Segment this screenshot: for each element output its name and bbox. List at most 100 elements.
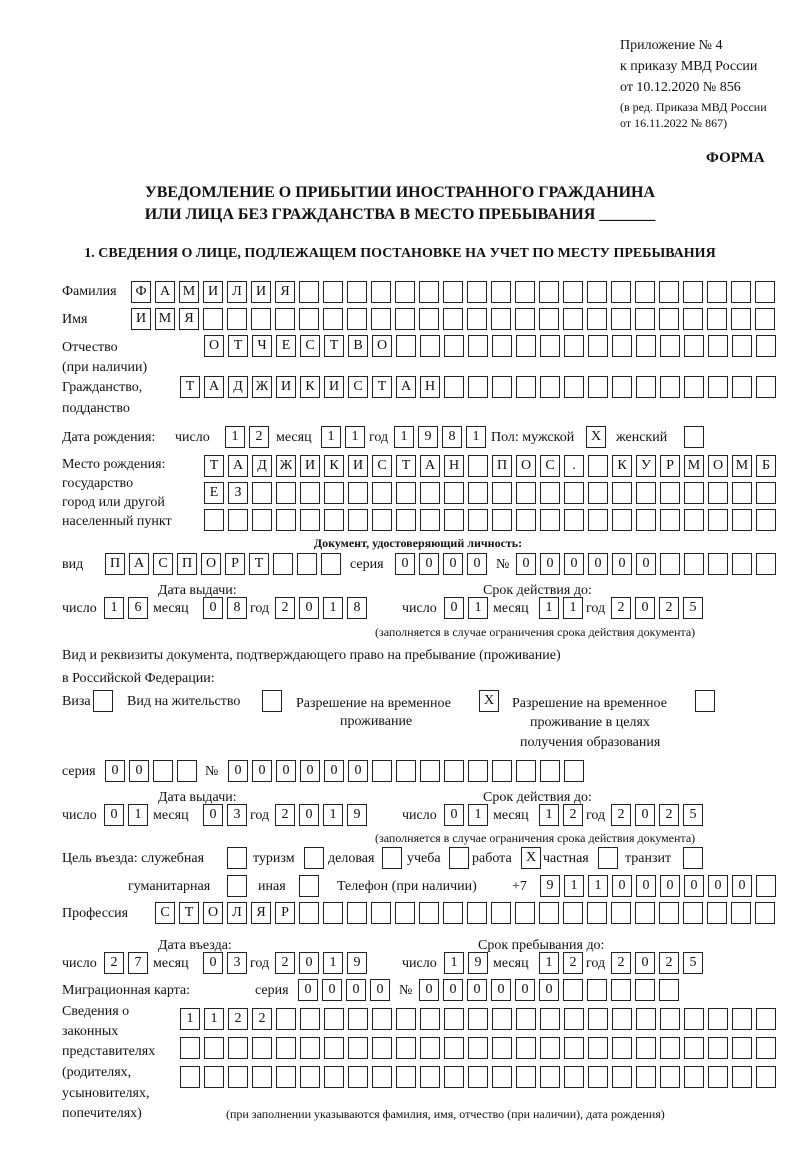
letter-cell[interactable]: Т [204, 455, 224, 477]
letter-cell[interactable] [276, 482, 296, 504]
letter-cell[interactable] [612, 482, 632, 504]
letter-cell[interactable] [756, 509, 776, 531]
letter-cell[interactable]: О [203, 902, 223, 924]
letter-cell[interactable] [588, 376, 608, 398]
letter-cell[interactable] [635, 281, 655, 303]
letter-cell[interactable] [419, 281, 439, 303]
letter-cell[interactable] [372, 482, 392, 504]
letter-cell[interactable]: Т [324, 335, 344, 357]
letter-cell[interactable]: Я [251, 902, 271, 924]
letter-cell[interactable] [323, 281, 343, 303]
letter-cell[interactable]: 0 [298, 979, 318, 1001]
letter-cell[interactable]: 0 [540, 553, 560, 575]
letter-cell[interactable] [540, 376, 560, 398]
letter-cell[interactable] [491, 902, 511, 924]
letter-cell[interactable]: И [203, 281, 223, 303]
letter-cell[interactable] [252, 509, 272, 531]
letter-cell[interactable] [708, 553, 728, 575]
letter-cell[interactable]: Е [204, 482, 224, 504]
letter-cell[interactable] [516, 482, 536, 504]
letter-cell[interactable]: 6 [128, 597, 148, 619]
letter-cell[interactable] [204, 1066, 224, 1088]
letter-cell[interactable]: О [201, 553, 221, 575]
letter-cell[interactable] [683, 308, 703, 330]
letter-cell[interactable] [636, 376, 656, 398]
letter-cell[interactable] [539, 281, 559, 303]
letter-cell[interactable] [564, 509, 584, 531]
letter-cell[interactable] [708, 482, 728, 504]
letter-cell[interactable]: А [228, 455, 248, 477]
letter-cell[interactable] [492, 335, 512, 357]
letter-cell[interactable] [347, 902, 367, 924]
letter-cell[interactable]: 1 [104, 597, 124, 619]
letter-cell[interactable]: Т [249, 553, 269, 575]
letter-cell[interactable] [276, 1066, 296, 1088]
checkbox[interactable] [449, 847, 469, 869]
letter-cell[interactable] [444, 482, 464, 504]
letter-cell[interactable] [708, 1066, 728, 1088]
letter-cell[interactable] [276, 1037, 296, 1059]
letter-cell[interactable]: 0 [104, 804, 124, 826]
letter-cell[interactable] [420, 760, 440, 782]
letter-cell[interactable] [516, 335, 536, 357]
letter-cell[interactable]: С [155, 902, 175, 924]
letter-cell[interactable] [684, 1008, 704, 1030]
letter-cell[interactable] [372, 1008, 392, 1030]
letter-cell[interactable]: Р [275, 902, 295, 924]
letter-cell[interactable]: 8 [227, 597, 247, 619]
letter-cell[interactable] [563, 281, 583, 303]
letter-cell[interactable]: И [324, 376, 344, 398]
letter-cell[interactable] [611, 979, 631, 1001]
letter-cell[interactable] [396, 760, 416, 782]
letter-cell[interactable] [347, 281, 367, 303]
letter-cell[interactable] [612, 1008, 632, 1030]
letter-cell[interactable]: 9 [468, 952, 488, 974]
letter-cell[interactable] [467, 281, 487, 303]
letter-cell[interactable] [684, 376, 704, 398]
letter-cell[interactable]: 2 [659, 952, 679, 974]
letter-cell[interactable] [348, 1037, 368, 1059]
letter-cell[interactable] [612, 376, 632, 398]
letter-cell[interactable]: 0 [300, 760, 320, 782]
letter-cell[interactable] [252, 1037, 272, 1059]
letter-cell[interactable]: 9 [347, 952, 367, 974]
letter-cell[interactable] [299, 308, 319, 330]
letter-cell[interactable] [731, 281, 751, 303]
letter-cell[interactable] [612, 1066, 632, 1088]
letter-cell[interactable]: 0 [444, 804, 464, 826]
letter-cell[interactable] [755, 902, 775, 924]
checkbox[interactable] [262, 690, 282, 712]
letter-cell[interactable]: 0 [708, 875, 728, 897]
letter-cell[interactable] [227, 308, 247, 330]
letter-cell[interactable]: 0 [419, 979, 439, 1001]
letter-cell[interactable]: Т [228, 335, 248, 357]
letter-cell[interactable]: 2 [275, 804, 295, 826]
letter-cell[interactable] [540, 509, 560, 531]
letter-cell[interactable]: Ф [131, 281, 151, 303]
letter-cell[interactable]: 2 [252, 1008, 272, 1030]
letter-cell[interactable]: 0 [612, 875, 632, 897]
letter-cell[interactable]: 0 [443, 553, 463, 575]
letter-cell[interactable]: 1 [563, 597, 583, 619]
letter-cell[interactable] [684, 335, 704, 357]
letter-cell[interactable] [660, 482, 680, 504]
letter-cell[interactable]: С [300, 335, 320, 357]
letter-cell[interactable] [372, 760, 392, 782]
letter-cell[interactable]: М [155, 308, 175, 330]
letter-cell[interactable]: 0 [348, 760, 368, 782]
letter-cell[interactable] [756, 482, 776, 504]
letter-cell[interactable]: 2 [611, 804, 631, 826]
letter-cell[interactable]: 1 [394, 426, 414, 448]
checkbox[interactable] [683, 847, 703, 869]
letter-cell[interactable] [635, 902, 655, 924]
letter-cell[interactable]: П [105, 553, 125, 575]
letter-cell[interactable] [660, 509, 680, 531]
letter-cell[interactable]: 0 [588, 553, 608, 575]
letter-cell[interactable] [324, 1008, 344, 1030]
letter-cell[interactable]: 3 [227, 952, 247, 974]
letter-cell[interactable] [684, 482, 704, 504]
letter-cell[interactable] [636, 335, 656, 357]
letter-cell[interactable] [324, 482, 344, 504]
letter-cell[interactable] [180, 1037, 200, 1059]
letter-cell[interactable]: 2 [659, 804, 679, 826]
